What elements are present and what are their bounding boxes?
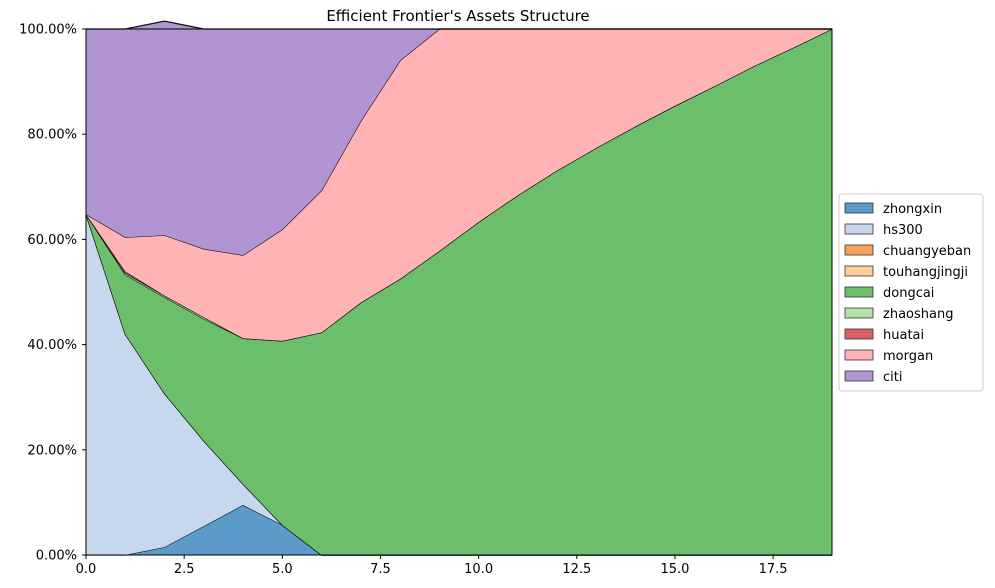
legend-swatch-chuangyeban	[844, 244, 874, 256]
x-tick-label: 2.5	[174, 562, 195, 577]
y-tick-label: 0.00%	[36, 549, 77, 564]
legend-swatch-zhaoshang	[844, 307, 874, 319]
y-tick-label: 60.00%	[27, 233, 77, 248]
legend-swatch-zhongxin	[844, 202, 874, 214]
legend-label-zhaoshang: zhaoshang	[883, 307, 953, 322]
legend-swatch-hs300	[844, 223, 874, 235]
legend-swatch-dongcai	[844, 286, 874, 298]
x-tick-label: 17.5	[759, 562, 788, 577]
legend-label-morgan: morgan	[883, 349, 933, 364]
legend-label-citi: citi	[883, 370, 902, 385]
y-tick-label: 40.00%	[27, 338, 77, 353]
legend-label-chuangyeban: chuangyeban	[883, 244, 971, 259]
x-tick-label: 15.0	[660, 562, 689, 577]
x-tick-label: 0.0	[76, 562, 97, 577]
axes: 0.0 2.5 5.0 7.5 10.0 12.5 15.0 17.5 0.00% 20.00% 4…	[19, 23, 833, 577]
legend-swatch-citi	[844, 370, 874, 382]
plot-frame	[85, 28, 833, 556]
x-tick-label: 12.5	[562, 562, 591, 577]
legend-swatch-touhangjingji	[844, 265, 874, 277]
legend: zhongxin hs300 chuangyeban touhangjingji don…	[838, 193, 984, 392]
legend-label-hs300: hs300	[883, 223, 923, 238]
areas	[85, 20, 833, 556]
area-morgan	[86, 29, 832, 341]
legend-label-zhongxin: zhongxin	[883, 202, 942, 217]
area-dongcai	[86, 29, 832, 555]
area-citi	[86, 21, 832, 256]
x-tick-label: 10.0	[464, 562, 493, 577]
legend-swatch-huatai	[844, 328, 874, 340]
x-tick-label: 7.5	[370, 562, 391, 577]
legend-label-dongcai: dongcai	[883, 286, 934, 301]
legend-box	[838, 193, 984, 392]
y-tick-label: 80.00%	[27, 128, 77, 143]
legend-label-touhangjingji: touhangjingji	[883, 265, 968, 280]
legend-swatch-morgan	[844, 349, 874, 361]
y-tick-label: 100.00%	[19, 23, 77, 38]
chart-title: Efficient Frontier's Assets Structure	[326, 7, 589, 25]
area-zhongxin	[86, 505, 832, 555]
area-hs300	[86, 214, 832, 555]
x-tick-label: 5.0	[272, 562, 293, 577]
y-tick-label: 20.00%	[27, 443, 77, 458]
legend-label-huatai: huatai	[883, 328, 924, 343]
